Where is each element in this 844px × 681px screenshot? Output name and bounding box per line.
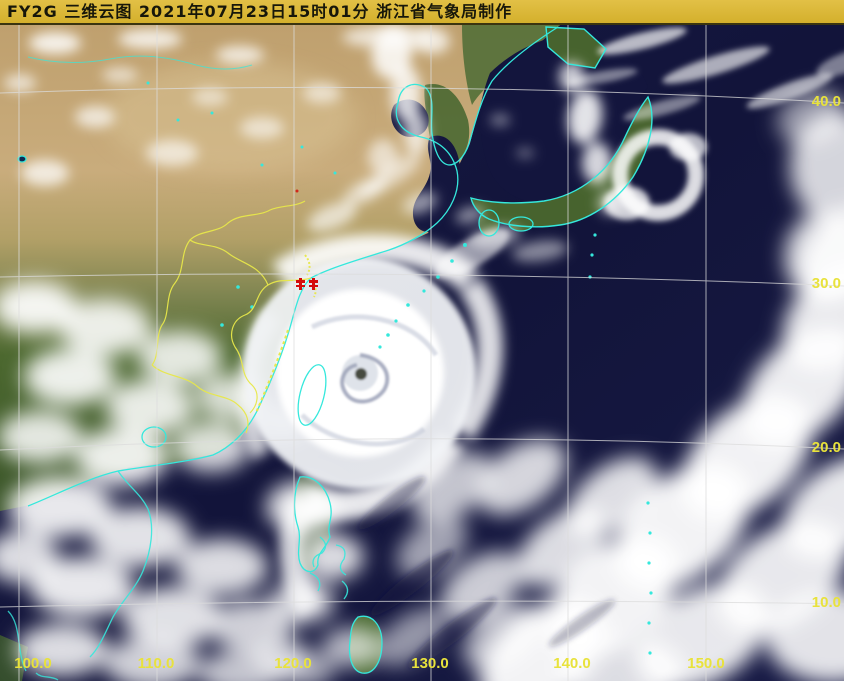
lat-label-30: 30.0: [811, 275, 841, 292]
satellite-map: [0, 25, 844, 681]
lon-label-150: 150.0: [687, 655, 725, 672]
coast-hatching: [254, 329, 290, 414]
lon-label-140: 140.0: [553, 655, 591, 672]
typhoon-infa: [237, 228, 510, 618]
satellite-map-canvas: [0, 25, 844, 681]
lon-label-120: 120.0: [274, 655, 312, 672]
typhoon-eye: [355, 368, 367, 380]
red-city-marker: [295, 189, 318, 290]
image-title: FY2G 三维云图 2021年07月23日15时01分 浙江省气象局制作: [7, 2, 513, 21]
lat-label-20: 20.0: [811, 439, 841, 456]
coastline-overlay: [7, 26, 653, 681]
lon-label-130: 130.0: [411, 655, 449, 672]
lat-label-40: 40.0: [811, 93, 841, 110]
coordinate-grid: [0, 25, 844, 681]
island-specks: [146, 81, 653, 655]
title-bar: FY2G 三维云图 2021年07月23日15时01分 浙江省气象局制作: [0, 0, 844, 25]
lon-label-110: 110.0: [137, 655, 175, 672]
cloud-gaps: [358, 476, 616, 669]
river-lines: [27, 55, 253, 70]
lon-label-100: 100.0: [14, 655, 52, 672]
province-borders: [151, 200, 317, 434]
lat-label-10: 10.0: [811, 594, 841, 611]
taiwan-outline: [297, 364, 327, 426]
